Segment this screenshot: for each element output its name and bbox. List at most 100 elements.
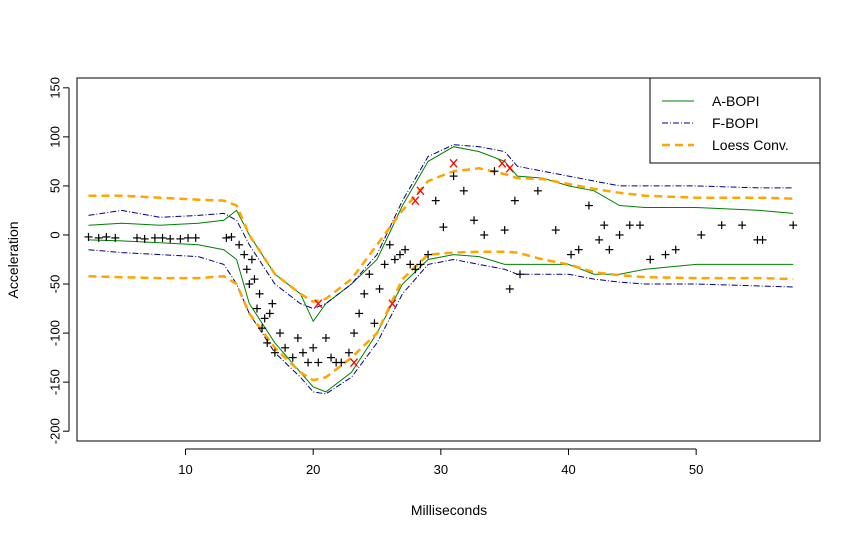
data-point-plus	[505, 284, 514, 293]
data-point-plus	[671, 245, 680, 254]
data-point-plus	[395, 250, 404, 259]
data-point-plus	[449, 172, 458, 181]
data-point-plus	[416, 260, 425, 269]
x-tick-label: 20	[306, 462, 320, 477]
data-point-plus	[245, 280, 254, 289]
data-point-plus	[424, 250, 433, 259]
cross-b	[505, 163, 514, 173]
data-point-plus	[615, 230, 624, 239]
data-point-plus	[717, 221, 726, 230]
data-point-plus	[350, 329, 359, 338]
data-point-plus	[551, 226, 560, 235]
data-point-plus	[510, 196, 519, 205]
series-line-f-bopi-lower	[88, 249, 794, 395]
data-point-plus	[439, 223, 448, 232]
cross-b	[350, 358, 359, 367]
data-point-plus	[327, 353, 336, 362]
data-point-plus	[158, 233, 167, 242]
data-point-plus	[298, 348, 307, 357]
series-line-f-bopi-upper	[88, 144, 794, 310]
legend-box	[649, 77, 821, 164]
data-point-plus	[260, 314, 269, 323]
data-point-plus	[375, 284, 384, 293]
legend-label: F-BOPI	[712, 115, 759, 131]
data-point-plus	[270, 348, 279, 357]
data-point-plus	[265, 309, 274, 318]
data-point-plus	[605, 245, 614, 254]
data-point-plus	[600, 221, 609, 230]
series-line-a-bopi-upper	[88, 146, 794, 323]
cross-b	[314, 299, 323, 309]
y-tick-label: -100	[48, 320, 63, 346]
data-point-plus	[263, 338, 272, 347]
cross-b	[498, 158, 507, 168]
legend-label: Loess Conv.	[712, 137, 789, 153]
data-point-plus	[84, 232, 93, 241]
data-point-plus	[222, 233, 231, 242]
x-tick-label: 50	[689, 462, 703, 477]
data-point-plus	[288, 353, 297, 362]
x-tick-label: 30	[434, 462, 448, 477]
data-point-plus	[380, 260, 389, 269]
x-axis-title: Milliseconds	[411, 502, 487, 518]
data-point-plus	[166, 234, 175, 243]
y-tick-label: 0	[48, 231, 63, 238]
data-point-plus	[385, 240, 394, 249]
legend: A-BOPI F-BOPI Loess Conv.	[649, 77, 821, 164]
data-point-plus	[102, 232, 111, 241]
data-point-cross	[505, 163, 514, 173]
data-point-plus	[240, 250, 249, 259]
cross-b	[411, 196, 420, 206]
data-point-plus	[697, 230, 706, 239]
cross-b	[416, 186, 425, 196]
data-point-plus	[321, 333, 330, 342]
data-point-plus	[140, 234, 149, 243]
data-point-plus	[459, 186, 468, 195]
data-point-plus	[533, 186, 542, 195]
data-point-plus	[227, 232, 236, 241]
data-point-plus	[235, 240, 244, 249]
data-point-plus	[738, 221, 747, 230]
data-point-plus	[176, 234, 185, 243]
data-point-plus	[133, 233, 142, 242]
data-point-plus	[635, 221, 644, 230]
data-point-plus	[253, 304, 262, 313]
data-point-plus	[344, 348, 353, 357]
plot-frame	[76, 77, 821, 442]
data-point-plus	[480, 230, 489, 239]
data-point-plus	[247, 255, 256, 264]
data-point-plus	[470, 216, 479, 225]
data-point-plus	[94, 233, 103, 242]
y-tick-label: -50	[48, 275, 63, 294]
data-point-plus	[258, 324, 267, 333]
confidence-bands	[88, 144, 794, 395]
data-point-cross	[350, 358, 359, 367]
data-point-plus	[500, 226, 509, 235]
data-point-plus	[360, 289, 369, 298]
data-point-plus	[337, 358, 346, 367]
data-point-plus	[401, 245, 410, 254]
data-point-plus	[646, 255, 655, 264]
y-tick-label: 100	[48, 126, 63, 148]
data-point-plus	[275, 329, 284, 338]
data-point-plus	[250, 275, 259, 284]
data-point-plus	[370, 319, 379, 328]
data-point-plus	[184, 233, 193, 242]
x-tick-label: 40	[561, 462, 575, 477]
data-point-plus	[304, 358, 313, 367]
data-point-plus	[390, 255, 399, 264]
series-line-loess-conv--lower	[88, 250, 794, 382]
data-point-plus	[255, 289, 264, 298]
data-point-plus	[567, 250, 576, 259]
data-point-plus	[661, 250, 670, 259]
data-point-plus	[281, 343, 290, 352]
data-point-plus	[150, 233, 159, 242]
axes: 10 20 30 40 50 -200 -150 -100 -50 0 50 100 150	[48, 77, 704, 477]
data-point-plus	[355, 309, 364, 318]
cross-b	[388, 299, 397, 309]
series-line-loess-conv--upper	[88, 167, 794, 304]
y-tick-label: 150	[48, 77, 63, 99]
data-point-cross	[388, 299, 397, 309]
data-point-plus	[309, 343, 318, 352]
